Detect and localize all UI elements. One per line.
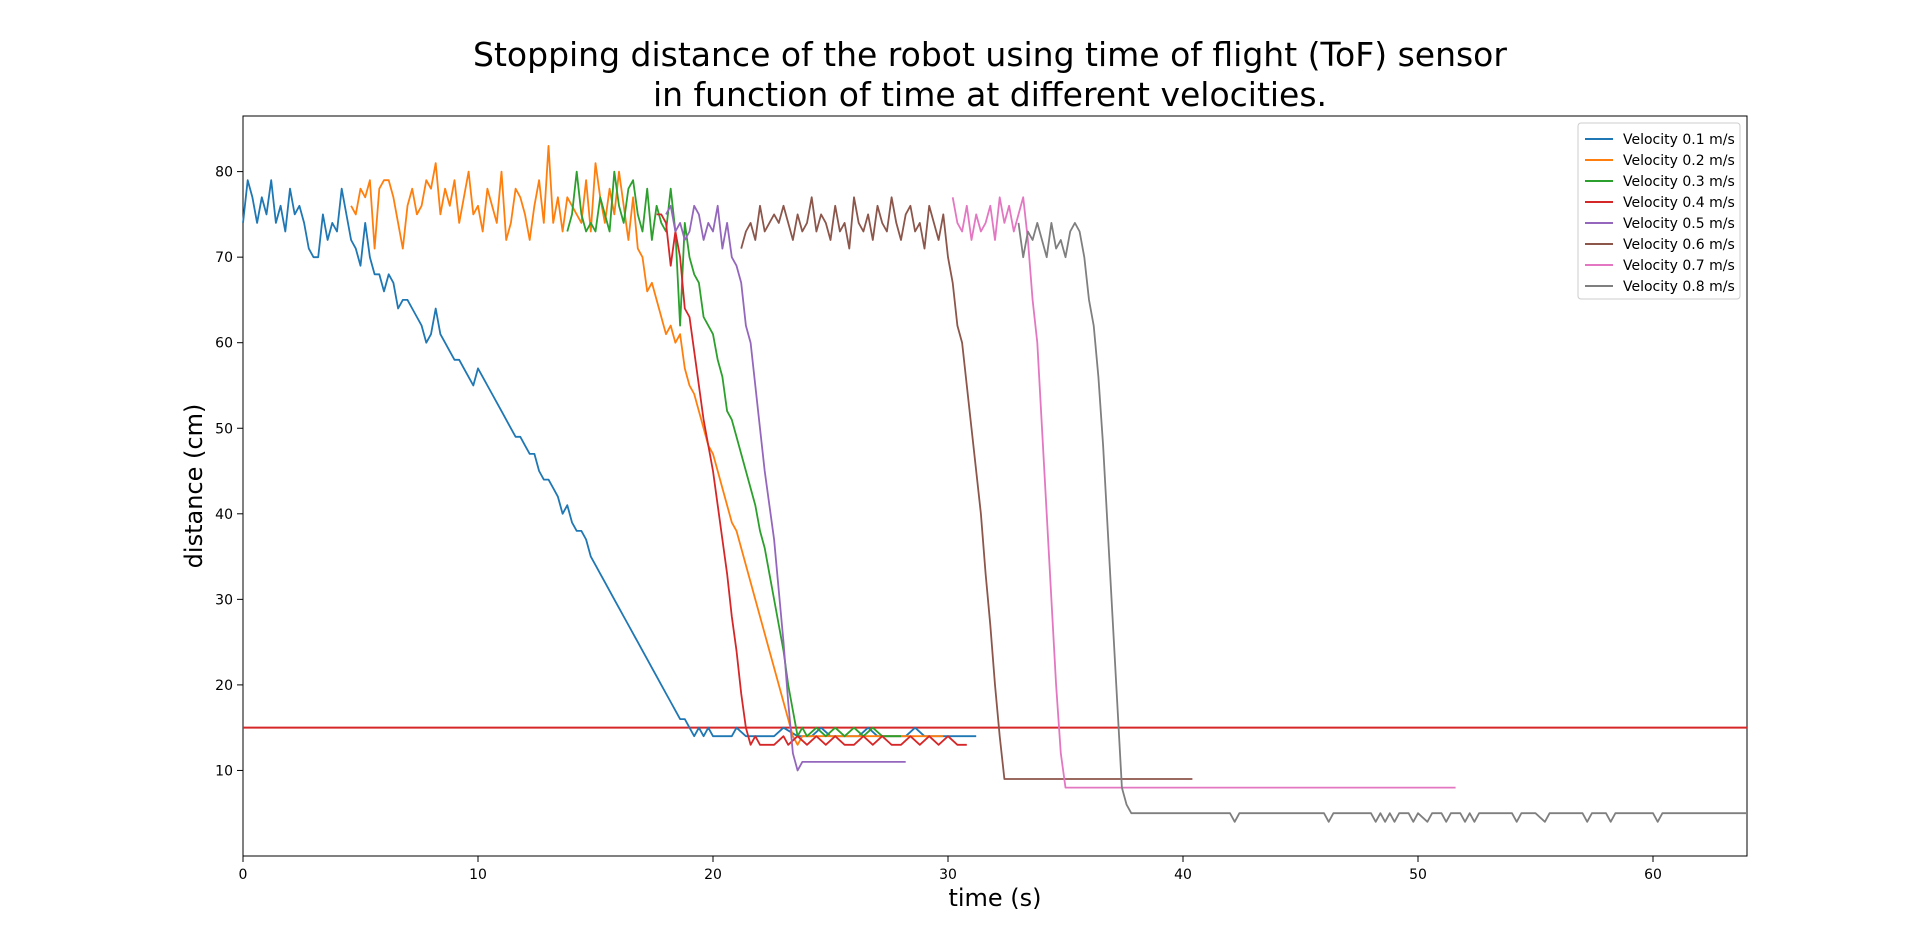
x-tick-label: 0 [239, 867, 248, 883]
x-tick-label: 10 [469, 867, 487, 883]
y-tick-label: 70 [215, 250, 233, 266]
legend-label: Velocity 0.6 m/s [1623, 237, 1735, 253]
plot-content [242, 145, 1747, 823]
chart-title-line-2: in function of time at different velocit… [653, 75, 1327, 114]
series-line-2 [350, 145, 944, 746]
series-line-5 [665, 204, 906, 772]
y-tick-label: 30 [215, 592, 233, 608]
y-tick-label: 20 [215, 678, 233, 694]
y-tick-label: 40 [215, 507, 233, 523]
x-tick-label: 30 [939, 867, 957, 883]
legend-label: Velocity 0.8 m/s [1623, 279, 1735, 295]
series-line-1 [242, 179, 977, 738]
legend-box [1577, 122, 1741, 300]
legend-label: Velocity 0.1 m/s [1623, 132, 1735, 148]
legend-label: Velocity 0.3 m/s [1623, 174, 1735, 190]
axis-ticks: 0 10 20 30 40 50 60 10 20 30 40 50 60 70 80 [215, 165, 1662, 883]
chart-title: Stopping distance of the robot using tim… [473, 35, 1507, 114]
x-axis-label: time (s) [948, 884, 1041, 912]
y-tick-label: 60 [215, 336, 233, 352]
series-line-3 [566, 170, 901, 738]
series-line-4 [656, 213, 967, 746]
series-line-6 [740, 196, 1193, 780]
x-tick-label: 50 [1409, 867, 1427, 883]
legend-label: Velocity 0.5 m/s [1623, 216, 1735, 232]
plot-area [242, 115, 1748, 857]
y-axis-label: distance (cm) [180, 404, 208, 569]
y-tick-label: 10 [215, 763, 233, 779]
legend-label: Velocity 0.4 m/s [1623, 195, 1735, 211]
legend-label: Velocity 0.7 m/s [1623, 258, 1735, 274]
x-tick-label: 60 [1644, 867, 1662, 883]
x-tick-label: 40 [1174, 867, 1192, 883]
x-tick-label: 20 [704, 867, 722, 883]
chart-title-line-1: Stopping distance of the robot using tim… [473, 35, 1507, 74]
series-line-8 [1017, 222, 1747, 823]
legend: Velocity 0.1 m/s Velocity 0.2 m/s Velocity… [1577, 122, 1741, 300]
legend-label: Velocity 0.2 m/s [1623, 153, 1735, 169]
y-tick-label: 50 [215, 421, 233, 437]
series-line-7 [951, 196, 1456, 789]
y-tick-label: 80 [215, 165, 233, 181]
